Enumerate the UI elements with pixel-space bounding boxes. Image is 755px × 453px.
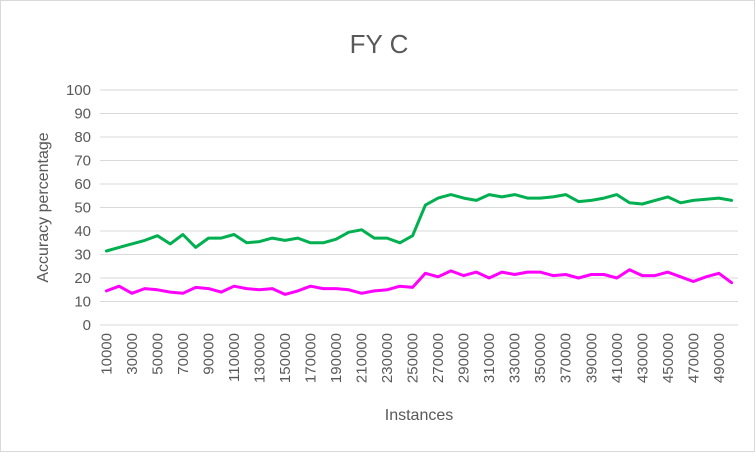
y-tick-label: 80 bbox=[74, 129, 91, 146]
x-tick-label: 310000 bbox=[481, 333, 498, 383]
y-tick-label: 100 bbox=[66, 82, 91, 99]
x-tick-label: 170000 bbox=[303, 333, 320, 383]
y-tick-label: 10 bbox=[74, 294, 91, 311]
chart-title: FY C bbox=[350, 29, 409, 59]
x-tick-label: 290000 bbox=[456, 333, 473, 383]
y-axis-title: Accuracy percentage bbox=[35, 132, 52, 282]
x-tick-label: 390000 bbox=[583, 333, 600, 383]
x-tick-label: 410000 bbox=[609, 333, 626, 383]
x-tick-label: 210000 bbox=[354, 333, 371, 383]
y-tick-label: 60 bbox=[74, 176, 91, 193]
x-tick-label: 30000 bbox=[124, 333, 141, 375]
x-tick-label: 150000 bbox=[277, 333, 294, 383]
x-tick-label: 270000 bbox=[430, 333, 447, 383]
x-tick-label: 230000 bbox=[379, 333, 396, 383]
series-line-2 bbox=[104, 268, 734, 296]
x-tick-label: 90000 bbox=[200, 333, 217, 375]
x-tick-label: 470000 bbox=[685, 333, 702, 383]
x-axis-ticks: 10000 30000 50000 70000 90000 110000 130000 150… bbox=[98, 333, 727, 383]
x-tick-label: 130000 bbox=[252, 333, 269, 383]
x-tick-label: 10000 bbox=[98, 333, 115, 375]
y-tick-label: 0 bbox=[83, 317, 91, 334]
y-tick-label: 70 bbox=[74, 153, 91, 170]
x-tick-label: 330000 bbox=[507, 333, 524, 383]
x-tick-label: 110000 bbox=[226, 333, 243, 382]
x-tick-label: 350000 bbox=[532, 333, 549, 383]
series-lines bbox=[104, 193, 734, 296]
y-tick-label: 90 bbox=[74, 106, 91, 123]
x-tick-label: 70000 bbox=[175, 333, 192, 375]
y-tick-label: 30 bbox=[74, 247, 91, 264]
x-tick-label: 50000 bbox=[149, 333, 166, 375]
x-tick-label: 430000 bbox=[634, 333, 651, 383]
y-axis-ticks: 0 10 20 30 40 50 60 70 80 90 100 bbox=[66, 82, 91, 334]
x-tick-label: 250000 bbox=[405, 333, 422, 383]
series-line-1 bbox=[104, 193, 734, 253]
x-tick-label: 370000 bbox=[558, 333, 575, 383]
x-tick-label: 450000 bbox=[660, 333, 677, 383]
y-tick-label: 20 bbox=[74, 270, 91, 287]
x-tick-label: 490000 bbox=[711, 333, 728, 383]
gridlines bbox=[100, 89, 738, 302]
y-tick-label: 50 bbox=[74, 200, 91, 217]
x-tick-label: 190000 bbox=[328, 333, 345, 383]
x-axis-title: Instances bbox=[385, 407, 453, 424]
y-tick-label: 40 bbox=[74, 223, 91, 240]
